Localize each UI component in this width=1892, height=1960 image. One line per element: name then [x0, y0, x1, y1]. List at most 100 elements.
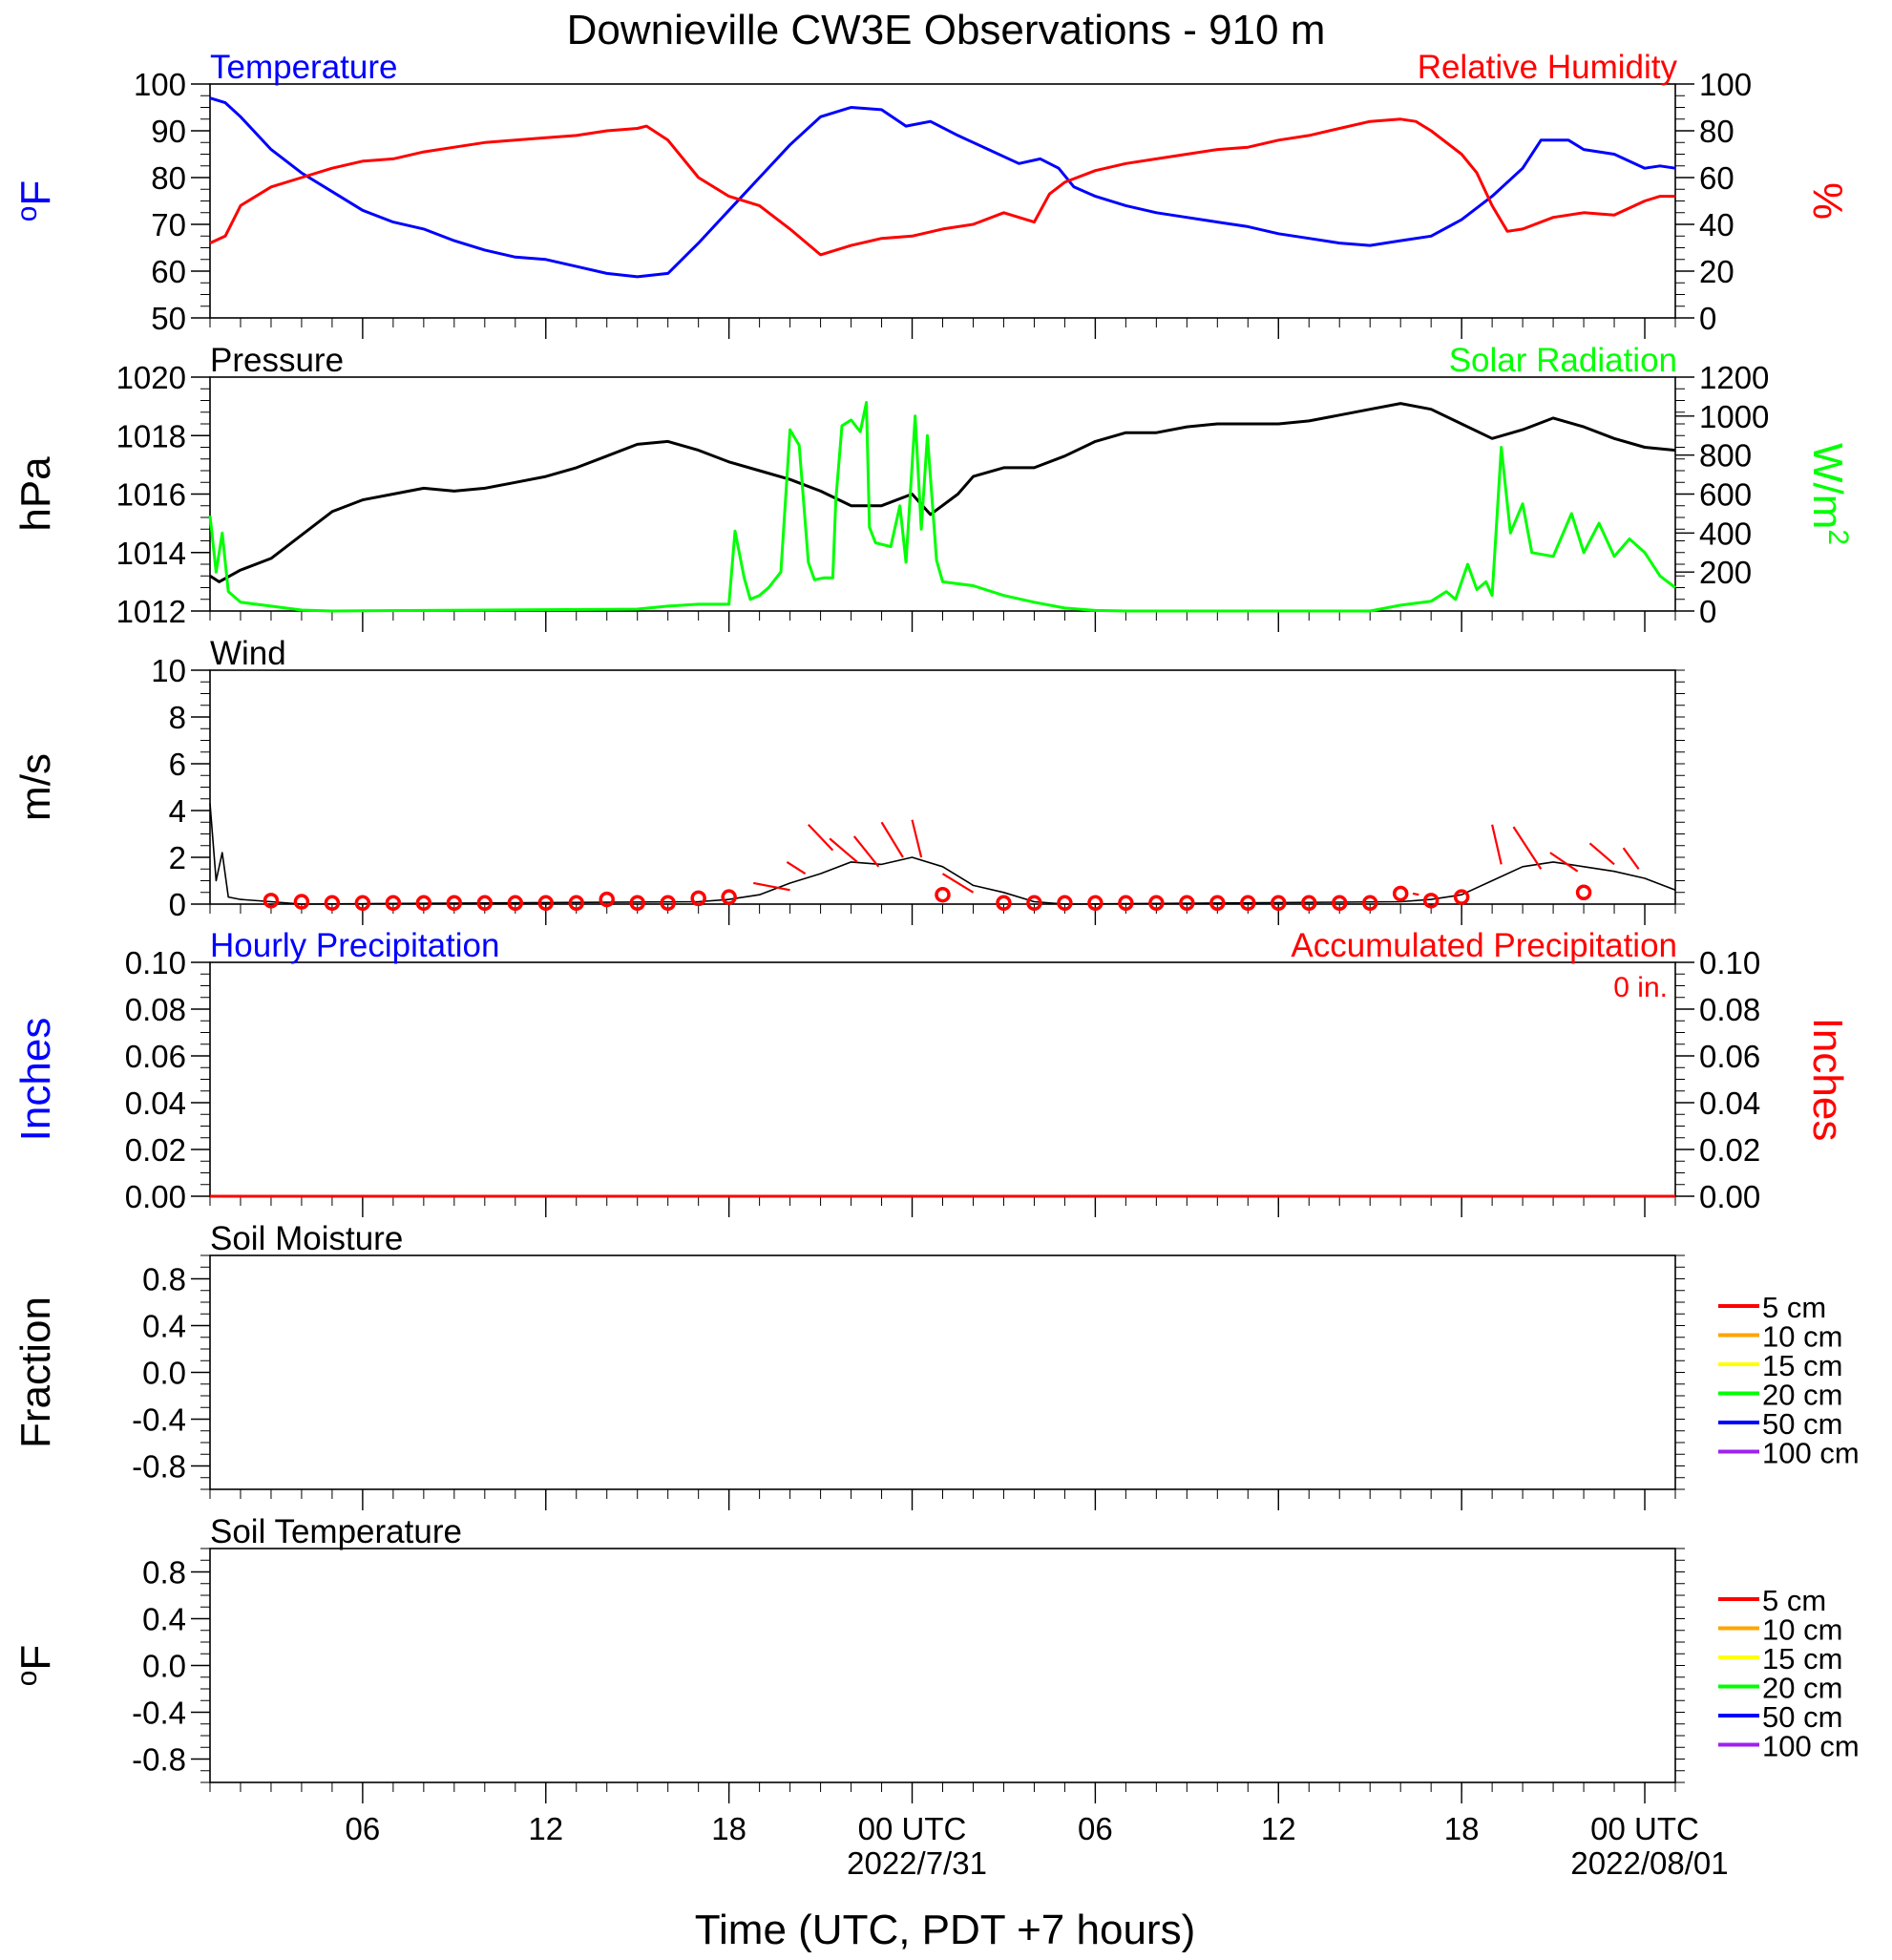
wind-barb — [1491, 824, 1503, 865]
y-tick-label: 40 — [1699, 207, 1734, 242]
wind-hourly-marker — [1361, 895, 1378, 912]
panel-title-right: Relative Humidity — [1418, 49, 1678, 86]
y-tick-label: 60 — [151, 254, 186, 289]
x-tick-label: 18 — [711, 1811, 746, 1846]
legend-label: 5 cm — [1762, 1584, 1826, 1617]
x-tick-date: 2022/08/01 — [1570, 1845, 1728, 1881]
series-pressure — [209, 402, 1676, 583]
panel-frame — [209, 669, 1676, 905]
y-tick-label: 2 — [169, 840, 186, 875]
legend-label: 50 cm — [1762, 1407, 1842, 1441]
wind-hourly-marker — [324, 895, 341, 912]
panel-wind: 0 2 4 6 8 10 Wind m/s — [12, 635, 1685, 925]
wind-hourly-marker — [1240, 895, 1256, 912]
x-tick-label: 06 — [346, 1811, 381, 1846]
y-tick-label: 1012 — [116, 594, 186, 629]
x-tick-label: 06 — [1078, 1811, 1113, 1846]
y-tick-label: 6 — [169, 747, 186, 782]
y-tick-label: 1200 — [1699, 360, 1769, 395]
y-tick-label: 400 — [1699, 516, 1752, 551]
y-tick-label: -0.8 — [132, 1449, 186, 1485]
wind-hourly-marker — [1057, 895, 1073, 912]
y-tick-label: 80 — [151, 160, 186, 196]
y-tick-label: 90 — [151, 114, 186, 149]
y-tick-label: 0.00 — [125, 1179, 186, 1214]
y-tick-label: 0.06 — [125, 1039, 186, 1074]
x-tick-label: 12 — [528, 1811, 563, 1846]
wind-hourly-marker — [629, 895, 645, 912]
wind-barb — [1512, 826, 1543, 870]
legend-label: 10 cm — [1762, 1613, 1842, 1647]
wind-hourly-marker — [1209, 895, 1226, 912]
y-tick-label: 0.00 — [1699, 1179, 1760, 1214]
wind-barb — [911, 819, 923, 858]
wind-barb — [852, 835, 880, 868]
wind-barb — [1549, 852, 1579, 873]
wind-hourly-marker — [354, 895, 371, 912]
precip-total-annotation: 0 in. — [1613, 972, 1668, 1003]
panel-title-left: Temperature — [210, 49, 397, 86]
panel-frame — [209, 376, 1676, 612]
y-tick-label: 0.0 — [142, 1649, 186, 1684]
y-axis-title-left: m/s — [12, 753, 59, 821]
wind-barb — [941, 873, 975, 894]
y-tick-label: 0.10 — [125, 945, 186, 980]
wind-barb — [829, 837, 858, 863]
wind-hourly-marker — [690, 890, 706, 907]
figure-title: Downieville CW3E Observations - 910 m — [567, 7, 1326, 53]
y-tick-label: 0 — [1699, 594, 1716, 629]
series-temperature — [209, 96, 1676, 279]
wind-hourly-marker — [1453, 889, 1470, 905]
y-tick-label: 800 — [1699, 438, 1752, 474]
y-tick-label: 1020 — [116, 360, 186, 395]
wind-hourly-marker — [1148, 895, 1165, 912]
panel-title-left: Hourly Precipitation — [210, 927, 499, 964]
y-tick-label: -0.4 — [132, 1402, 186, 1438]
wind-barb — [1588, 842, 1615, 866]
panel-title-left: Soil Temperature — [210, 1513, 462, 1550]
wind-hourly-marker — [1179, 895, 1195, 912]
legend-label: 5 cm — [1762, 1291, 1826, 1324]
y-axis-title-left: hPa — [12, 456, 59, 532]
panel-title-left: Soil Moisture — [210, 1220, 403, 1257]
y-tick-label: 100 — [134, 67, 186, 102]
legend-label: 100 cm — [1762, 1730, 1860, 1763]
y-tick-label: 0.4 — [142, 1602, 186, 1637]
y-tick-label: 60 — [1699, 160, 1734, 196]
y-tick-label: 1014 — [116, 536, 186, 571]
series-relative-humidity — [209, 117, 1675, 257]
wind-hourly-marker — [1331, 895, 1348, 912]
panel-title-left: Pressure — [210, 342, 344, 379]
wind-hourly-marker — [415, 895, 432, 912]
wind-barb — [786, 860, 807, 875]
y-tick-label: -0.4 — [132, 1696, 186, 1731]
y-tick-label: 80 — [1699, 114, 1734, 149]
y-tick-label: 1018 — [116, 418, 186, 453]
y-tick-label: 0.8 — [142, 1262, 186, 1297]
y-tick-label: 70 — [151, 207, 186, 242]
y-tick-label: 200 — [1699, 555, 1752, 590]
wind-hourly-marker — [721, 889, 737, 905]
y-tick-label: 20 — [1699, 254, 1734, 289]
legend-label: 15 cm — [1762, 1349, 1842, 1382]
wind-barb — [1412, 892, 1419, 896]
wind-hourly-marker — [537, 895, 555, 912]
wind-hourly-marker — [996, 895, 1012, 912]
wind-hourly-marker — [293, 894, 310, 910]
y-tick-label: 0.4 — [142, 1309, 186, 1344]
y-tick-label: 600 — [1699, 477, 1752, 513]
y-tick-label: 0.08 — [125, 992, 186, 1027]
y-tick-label: 0.02 — [125, 1132, 186, 1168]
y-axis-title-right: % — [1804, 182, 1851, 220]
legend-label: 20 cm — [1762, 1379, 1842, 1412]
y-axis-title-right: W/m2 — [1804, 443, 1854, 545]
y-axis-title-left: Inches — [12, 1018, 59, 1142]
x-tick-label: 00 UTC — [858, 1811, 967, 1846]
wind-hourly-marker — [599, 891, 615, 908]
x-tick-label: 00 UTC — [1590, 1811, 1699, 1846]
wind-hourly-marker — [385, 895, 402, 912]
x-tick-date: 2022/7/31 — [847, 1845, 987, 1881]
